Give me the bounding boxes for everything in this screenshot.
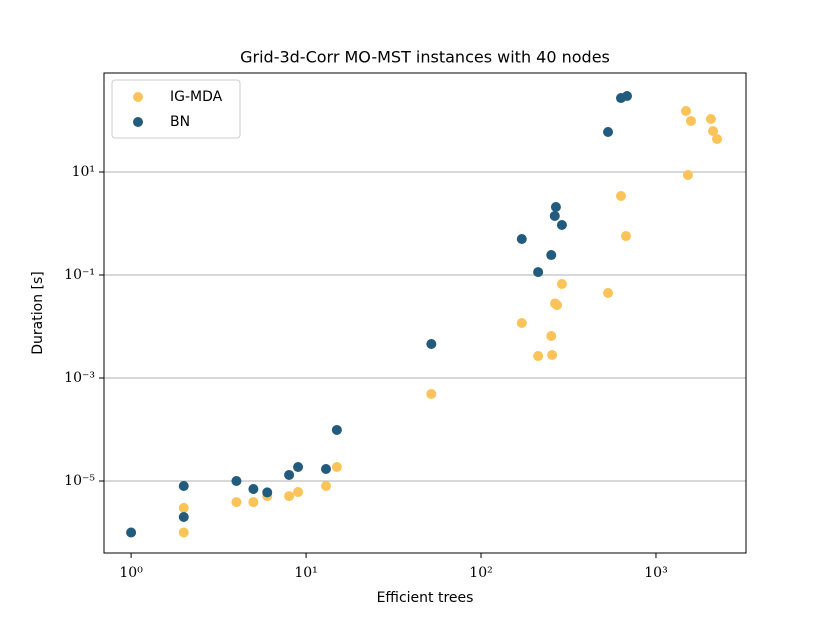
point: [705, 113, 716, 124]
point: [549, 210, 560, 221]
point: [426, 388, 437, 399]
point: [178, 502, 189, 513]
point: [516, 317, 527, 328]
point: [426, 339, 437, 350]
point: [603, 288, 614, 299]
point: [533, 351, 544, 362]
point: [231, 497, 242, 508]
point: [178, 527, 189, 538]
point: [547, 349, 558, 360]
y-tick-label: 10⁻¹: [64, 267, 95, 283]
point: [603, 126, 614, 137]
point: [622, 90, 633, 101]
point: [712, 134, 723, 145]
point: [707, 126, 718, 137]
x-tick-label: 10²: [469, 565, 492, 581]
point: [546, 330, 557, 341]
x-tick-label: 10³: [644, 565, 667, 581]
point: [262, 487, 273, 498]
y-tick-label: 10¹: [72, 164, 95, 180]
legend-marker: [133, 92, 143, 102]
chart-title: Grid-3d-Corr MO-MST instances with 40 no…: [240, 48, 610, 67]
point: [615, 190, 626, 201]
point: [248, 497, 259, 508]
point: [248, 483, 259, 494]
y-tick-label: 10⁻⁵: [64, 473, 95, 489]
point: [556, 279, 567, 290]
point: [556, 220, 567, 231]
plot-frame: [103, 72, 747, 554]
point: [126, 527, 137, 538]
legend-label: BN: [170, 114, 190, 130]
legend-label: IG-MDA: [170, 89, 223, 105]
legend-box: [111, 79, 241, 139]
point: [331, 462, 342, 473]
point: [293, 487, 304, 498]
point: [685, 115, 696, 126]
point: [231, 476, 242, 487]
point: [331, 424, 342, 435]
x-tick-label: 10¹: [294, 565, 317, 581]
point: [552, 300, 563, 311]
point: [546, 250, 557, 261]
point: [293, 462, 304, 473]
point: [680, 105, 691, 116]
point: [516, 234, 527, 245]
point: [178, 480, 189, 491]
legend-marker: [133, 117, 143, 127]
point: [284, 491, 295, 502]
point: [682, 169, 693, 180]
point: [550, 202, 561, 213]
point: [620, 231, 631, 242]
point: [178, 512, 189, 523]
point: [320, 464, 331, 475]
point: [320, 480, 331, 491]
point: [284, 469, 295, 480]
x-tick-label: 10⁰: [119, 565, 143, 581]
x-axis-label: Efficient trees: [377, 590, 474, 606]
point: [533, 267, 544, 278]
y-axis-label: Duration [s]: [30, 271, 46, 354]
y-tick-label: 10⁻³: [64, 370, 95, 386]
